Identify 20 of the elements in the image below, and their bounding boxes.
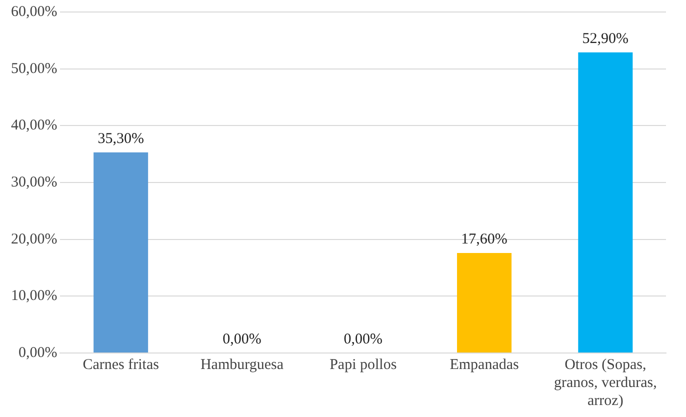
y-tick-label: 60,00% <box>10 4 58 20</box>
x-tick-label: Hamburguesa <box>200 356 284 373</box>
bar <box>578 52 633 352</box>
y-tick-label: 50,00% <box>10 60 58 77</box>
y-tick-label: 30,00% <box>10 174 58 190</box>
x-tick-label: Empanadas <box>450 356 520 373</box>
data-label: 0,00% <box>344 331 382 348</box>
data-label: 0,00% <box>222 331 262 348</box>
bar <box>457 252 512 352</box>
y-tick-label: 20,00% <box>10 231 58 248</box>
y-tick-label: 40,00% <box>10 118 58 134</box>
x-tick-label: Papi pollos <box>330 356 397 373</box>
data-label: 17,60% <box>461 231 508 248</box>
y-tick-label: 0,00% <box>18 344 58 361</box>
data-label: 35,30% <box>98 130 144 147</box>
x-tick-label: Carnes fritas <box>82 356 160 373</box>
bar <box>94 152 148 352</box>
data-label: 52,90% <box>582 30 629 47</box>
x-tick-label: Otros (Sopas, granos, verduras, arroz) <box>554 356 657 409</box>
y-tick-label: 10,00% <box>10 288 58 304</box>
